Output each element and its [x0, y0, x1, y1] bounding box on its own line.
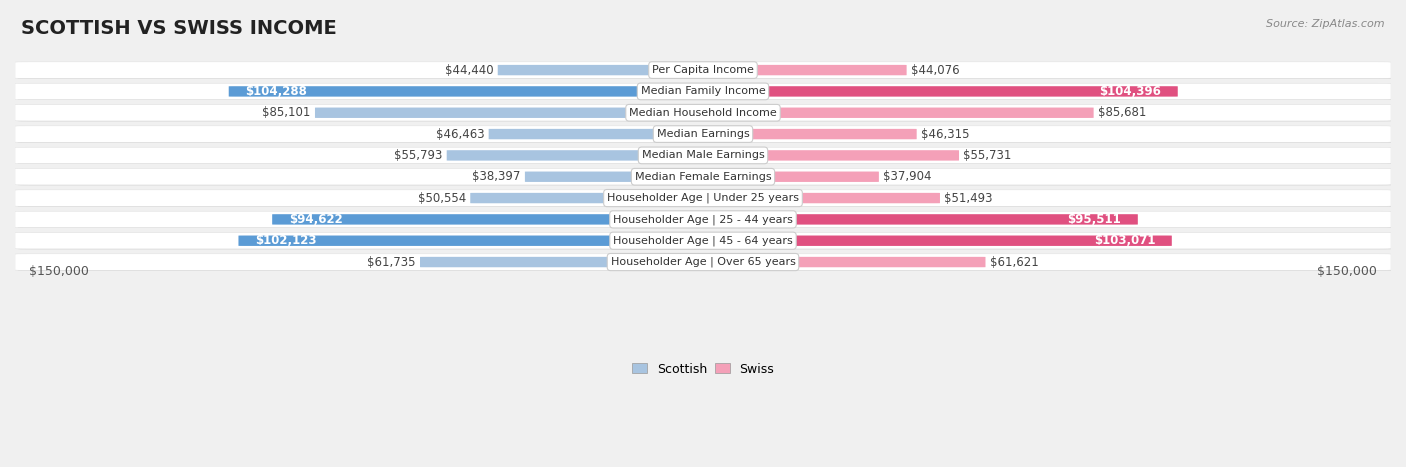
Text: $85,681: $85,681	[1098, 106, 1146, 119]
FancyBboxPatch shape	[15, 233, 1391, 249]
Text: $104,288: $104,288	[245, 85, 307, 98]
Text: Median Female Earnings: Median Female Earnings	[634, 172, 772, 182]
FancyBboxPatch shape	[18, 62, 1393, 78]
FancyBboxPatch shape	[18, 190, 1393, 206]
FancyBboxPatch shape	[315, 107, 709, 118]
FancyBboxPatch shape	[697, 129, 917, 139]
FancyBboxPatch shape	[18, 169, 1393, 185]
Text: $50,554: $50,554	[418, 191, 467, 205]
FancyBboxPatch shape	[18, 212, 1393, 228]
FancyBboxPatch shape	[697, 150, 959, 161]
FancyBboxPatch shape	[15, 105, 1391, 121]
FancyBboxPatch shape	[697, 86, 1178, 97]
FancyBboxPatch shape	[18, 105, 1393, 121]
Text: Median Earnings: Median Earnings	[657, 129, 749, 139]
FancyBboxPatch shape	[239, 235, 709, 246]
Text: $37,904: $37,904	[883, 170, 932, 183]
FancyBboxPatch shape	[697, 214, 1137, 225]
FancyBboxPatch shape	[697, 171, 879, 182]
Text: Householder Age | 45 - 64 years: Householder Age | 45 - 64 years	[613, 235, 793, 246]
Text: SCOTTISH VS SWISS INCOME: SCOTTISH VS SWISS INCOME	[21, 19, 337, 38]
Text: Householder Age | 25 - 44 years: Householder Age | 25 - 44 years	[613, 214, 793, 225]
Text: $55,731: $55,731	[963, 149, 1011, 162]
FancyBboxPatch shape	[18, 84, 1393, 100]
Text: $44,440: $44,440	[444, 64, 494, 77]
Text: Householder Age | Over 65 years: Householder Age | Over 65 years	[610, 257, 796, 267]
Text: Per Capita Income: Per Capita Income	[652, 65, 754, 75]
FancyBboxPatch shape	[18, 254, 1393, 270]
FancyBboxPatch shape	[18, 126, 1393, 142]
FancyBboxPatch shape	[15, 190, 1391, 206]
FancyBboxPatch shape	[18, 148, 1393, 164]
FancyBboxPatch shape	[420, 257, 709, 267]
FancyBboxPatch shape	[524, 171, 709, 182]
Text: $61,735: $61,735	[367, 255, 416, 269]
Text: $46,463: $46,463	[436, 127, 485, 141]
Text: Median Household Income: Median Household Income	[628, 108, 778, 118]
Text: $150,000: $150,000	[1317, 264, 1378, 277]
Text: $103,071: $103,071	[1094, 234, 1156, 247]
Text: $102,123: $102,123	[254, 234, 316, 247]
FancyBboxPatch shape	[15, 169, 1391, 185]
FancyBboxPatch shape	[15, 254, 1391, 270]
FancyBboxPatch shape	[447, 150, 709, 161]
FancyBboxPatch shape	[15, 211, 1391, 227]
FancyBboxPatch shape	[15, 83, 1391, 99]
Text: Median Male Earnings: Median Male Earnings	[641, 150, 765, 160]
Legend: Scottish, Swiss: Scottish, Swiss	[627, 358, 779, 381]
FancyBboxPatch shape	[470, 193, 709, 203]
Text: $85,101: $85,101	[263, 106, 311, 119]
Text: Median Family Income: Median Family Income	[641, 86, 765, 96]
Text: $95,511: $95,511	[1067, 213, 1122, 226]
FancyBboxPatch shape	[15, 147, 1391, 163]
FancyBboxPatch shape	[489, 129, 709, 139]
Text: $150,000: $150,000	[28, 264, 89, 277]
Text: $94,622: $94,622	[288, 213, 343, 226]
FancyBboxPatch shape	[229, 86, 709, 97]
FancyBboxPatch shape	[15, 62, 1391, 78]
FancyBboxPatch shape	[697, 193, 941, 203]
FancyBboxPatch shape	[18, 233, 1393, 249]
FancyBboxPatch shape	[697, 65, 907, 75]
Text: Source: ZipAtlas.com: Source: ZipAtlas.com	[1267, 19, 1385, 28]
Text: $104,396: $104,396	[1099, 85, 1161, 98]
Text: $55,793: $55,793	[394, 149, 443, 162]
FancyBboxPatch shape	[697, 107, 1094, 118]
FancyBboxPatch shape	[15, 126, 1391, 142]
Text: Householder Age | Under 25 years: Householder Age | Under 25 years	[607, 193, 799, 203]
FancyBboxPatch shape	[273, 214, 709, 225]
Text: $51,493: $51,493	[943, 191, 993, 205]
Text: $44,076: $44,076	[911, 64, 959, 77]
FancyBboxPatch shape	[697, 257, 986, 267]
Text: $46,315: $46,315	[921, 127, 969, 141]
FancyBboxPatch shape	[498, 65, 709, 75]
FancyBboxPatch shape	[697, 235, 1171, 246]
Text: $38,397: $38,397	[472, 170, 520, 183]
Text: $61,621: $61,621	[990, 255, 1039, 269]
